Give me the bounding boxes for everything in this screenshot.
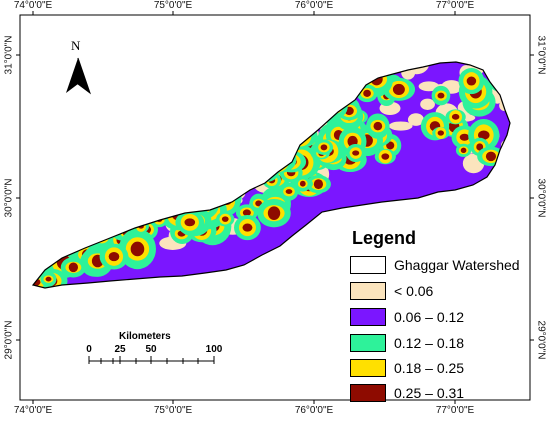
legend-item-class-4: 0.18 – 0.25	[350, 358, 464, 378]
north-label: N	[71, 38, 81, 53]
watershed-boundary	[31, 61, 511, 289]
raster-patch	[320, 144, 328, 151]
raster-patch	[437, 92, 445, 99]
legend-label: 0.25 – 0.31	[394, 385, 465, 401]
legend-label: 0.18 – 0.25	[394, 360, 465, 376]
raster-patch	[476, 143, 484, 151]
coord-top-76e: 76°0'0"E	[294, 0, 334, 11]
legend-item-class-2: 0.06 – 0.12	[350, 307, 464, 327]
legend-title: Legend	[352, 228, 417, 248]
coord-bottom-77e: 77°0'0"E	[435, 405, 475, 416]
raster-patch	[388, 121, 413, 131]
raster-patch	[108, 251, 120, 262]
coord-bottom-76e: 76°0'0"E	[294, 405, 334, 416]
legend-swatch	[350, 256, 386, 274]
scale-tick-label: 100	[205, 344, 223, 355]
legend-item-class-5: 0.25 – 0.31	[350, 383, 464, 403]
raster-patch	[420, 98, 435, 110]
raster-patch	[460, 147, 467, 154]
scale-tick-label: 50	[145, 344, 157, 355]
legend-swatch	[350, 384, 386, 402]
raster-patch	[381, 153, 390, 160]
legend-item-class-3: 0.12 – 0.18	[350, 333, 464, 353]
raster-patch	[437, 130, 444, 136]
raster-patch	[267, 206, 281, 220]
legend-swatch	[350, 308, 386, 326]
legend-label: 0.06 – 0.12	[394, 309, 465, 325]
coord-top-77e: 77°0'0"E	[435, 0, 475, 11]
legend-item-watershed: Ghaggar Watershed	[350, 255, 520, 275]
raster-patch	[459, 133, 470, 141]
raster-patch	[130, 241, 145, 257]
raster-patch	[373, 121, 383, 131]
legend-label: 0.12 – 0.18	[394, 335, 465, 351]
coord-bottom-74e: 74°0'0"E	[13, 405, 53, 416]
coord-right-29n: 29°0'0"N	[535, 320, 547, 360]
raster-patch	[45, 276, 52, 282]
raster-patch	[352, 150, 360, 156]
raster-patch	[299, 180, 306, 187]
raster-patch	[242, 223, 253, 232]
coord-top-75e: 75°0'0"E	[153, 0, 193, 11]
coord-right-30n: 30°0'0"N	[535, 178, 547, 218]
coord-top-74e: 74°0'0"E	[13, 0, 53, 11]
coord-left-30n: 30°0'0"N	[3, 178, 15, 218]
coord-bottom-75e: 75°0'0"E	[153, 405, 193, 416]
scale-tick-label: 0	[86, 344, 92, 355]
coord-left-29n: 29°0'0"N	[3, 320, 15, 360]
raster-patch	[485, 151, 497, 162]
raster-patch	[386, 141, 395, 150]
raster-patch	[285, 189, 293, 194]
raster-patch	[478, 130, 490, 140]
coord-left-31n: 31°0'0"N	[3, 35, 15, 75]
raster-patch	[184, 218, 196, 227]
scale-bar-title: Kilometers	[119, 331, 171, 342]
raster-patch	[68, 262, 78, 273]
raster-patch	[221, 216, 229, 222]
raster-patch	[392, 83, 405, 95]
legend-swatch	[350, 282, 386, 300]
legend-item-class-1: < 0.06	[350, 281, 433, 301]
raster-patch	[313, 179, 324, 190]
scale-tick-label: 25	[114, 344, 126, 355]
scale-bar	[88, 356, 215, 364]
raster-patch	[407, 113, 424, 126]
graticule-ticks	[16, 11, 534, 404]
raster-patch	[242, 209, 251, 216]
raster-patch	[255, 200, 262, 207]
legend-swatch	[350, 334, 386, 352]
north-arrow-icon	[66, 57, 91, 95]
legend-label: < 0.06	[394, 283, 434, 299]
coord-right-31n: 31°0'0"N	[535, 35, 547, 75]
raster-patch	[466, 76, 477, 86]
raster-patch	[363, 89, 371, 97]
legend-label: Ghaggar Watershed	[394, 257, 520, 273]
legend-swatch	[350, 359, 386, 377]
raster-patch	[451, 113, 460, 120]
